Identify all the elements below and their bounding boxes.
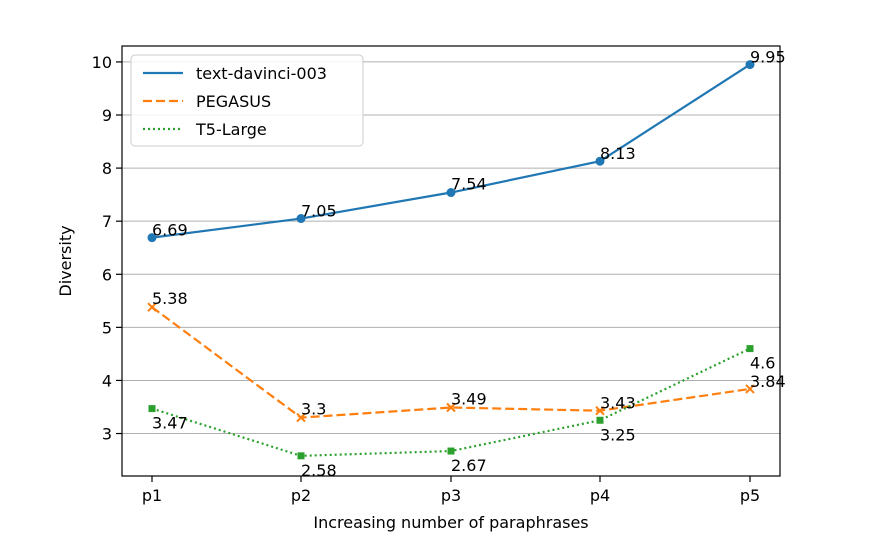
y-tick-label: 10 — [92, 53, 112, 72]
data-label: 3.3 — [301, 400, 326, 419]
y-tick-label: 5 — [102, 318, 112, 337]
data-point — [745, 384, 755, 394]
data-label: 3.43 — [600, 394, 636, 413]
data-point — [746, 345, 754, 353]
series-t5-large — [148, 345, 754, 460]
data-point — [148, 405, 156, 413]
data-point — [446, 188, 456, 198]
data-point-stroke — [595, 405, 605, 416]
y-axis-label: Diversity — [56, 225, 75, 296]
x-tick-label: p4 — [590, 486, 610, 505]
data-point — [745, 60, 755, 70]
data-label: 3.84 — [750, 372, 786, 391]
data-label: 3.49 — [451, 390, 487, 409]
data-point — [296, 214, 306, 224]
data-point — [296, 412, 306, 423]
data-point — [297, 452, 305, 460]
data-label: 6.69 — [152, 221, 188, 240]
data-point — [595, 156, 605, 166]
data-point — [596, 416, 604, 424]
data-label: 7.54 — [451, 175, 487, 194]
data-label: 3.47 — [152, 414, 188, 433]
data-label: 9.95 — [750, 48, 786, 67]
series-text-davinci-003 — [147, 60, 755, 243]
data-label: 8.13 — [600, 144, 636, 163]
data-label: 5.38 — [152, 289, 188, 308]
data-point-stroke — [745, 384, 755, 394]
legend-label: PEGASUS — [196, 92, 271, 111]
legend-label: T5-Large — [195, 120, 267, 139]
legend-label: text-davinci-003 — [196, 64, 327, 83]
axis-ticks: 3 4 5 6 7 8 9 10 p1 p2 p3 p4 p5 — [92, 53, 761, 505]
data-labels: 6.69 7.05 7.54 8.13 9.95 5.38 3.3 3.49 3.43 3.84 3… — [152, 48, 786, 480]
y-tick-label: 6 — [102, 265, 112, 284]
data-label: 2.58 — [301, 461, 337, 480]
data-label: 7.05 — [301, 202, 337, 221]
y-tick-label: 3 — [102, 425, 112, 444]
data-label: 4.6 — [750, 354, 775, 373]
data-point-stroke — [296, 412, 306, 423]
series-line — [151, 306, 751, 419]
data-point — [147, 233, 157, 243]
y-tick-label: 4 — [102, 371, 112, 390]
data-label: 2.67 — [451, 456, 487, 475]
data-point — [595, 405, 605, 416]
data-point — [147, 302, 157, 312]
y-tick-label: 8 — [102, 159, 112, 178]
x-tick-label: p5 — [740, 486, 760, 505]
data-label: 3.25 — [600, 425, 636, 444]
y-tick-label: 7 — [102, 212, 112, 231]
y-tick-label: 9 — [102, 106, 112, 125]
legend-box — [130, 54, 364, 147]
x-tick-label: p2 — [291, 486, 311, 505]
data-point — [447, 447, 455, 455]
x-axis-label: Increasing number of paraphrases — [313, 513, 588, 532]
data-point — [446, 402, 456, 413]
series-group — [147, 60, 755, 460]
x-tick-label: p1 — [142, 486, 162, 505]
plot-frame — [121, 45, 781, 477]
data-point-stroke — [147, 302, 157, 312]
series-pegasus — [147, 302, 755, 423]
x-tick-label: p3 — [441, 486, 461, 505]
legend: text-davinci-003 PEGASUS T5-Large — [130, 54, 364, 147]
data-point-stroke — [446, 402, 456, 413]
